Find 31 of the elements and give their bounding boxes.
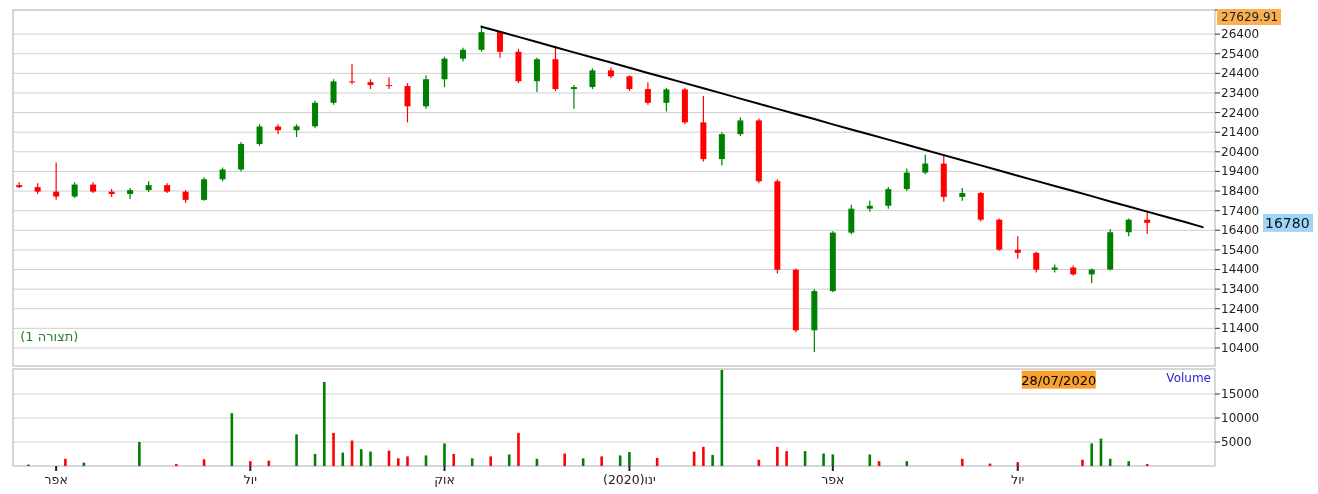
x-tick-label: אפר [44,472,68,487]
y-tick-label: 12400 [1221,301,1260,316]
y-tick-label: 11400 [1221,321,1260,336]
y-tick-label: 17400 [1221,203,1260,218]
annotation: (תצורה 1) [20,328,79,344]
y-tick-label: 27629.91 [1221,10,1279,24]
y-tick-label: 21400 [1221,125,1260,140]
chart-title: Volume [1166,371,1211,385]
annotation: 28/07/2020 [1021,372,1097,388]
x-tick-label: יול [243,472,257,487]
x-tick-label: אפר [821,472,845,487]
y-tick-label: 18400 [1221,184,1260,199]
y-tick-label: 15400 [1221,242,1260,257]
y-tick-label: 15000 [1221,386,1260,401]
y-tick-label: 5000 [1221,434,1252,449]
y-tick-label: 26400 [1221,27,1260,42]
y-tick-label: 23400 [1221,85,1260,100]
y-tick-label: 14400 [1221,262,1260,277]
x-tick-label: יול [1011,472,1025,487]
x-tick-label: אוק [434,472,455,487]
y-tick-label: 10000 [1221,410,1260,425]
y-tick-label: 25400 [1221,46,1260,61]
y-tick-label: 19400 [1221,164,1260,179]
x-tick-label: ינו(2020) [603,472,656,487]
y-tick-label: 20400 [1221,144,1260,159]
y-tick-label: 13400 [1221,282,1260,297]
y-tick-label: 16400 [1221,223,1260,238]
y-tick-label: 10400 [1221,340,1260,355]
text: 16780 [1265,214,1310,231]
y-tick-label: 22400 [1221,105,1260,120]
y-tick-label: 24400 [1221,66,1260,81]
